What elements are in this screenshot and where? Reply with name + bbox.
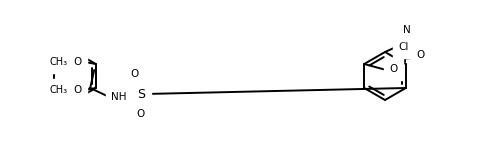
Text: CH₃: CH₃	[50, 57, 68, 67]
Text: CH₃: CH₃	[50, 85, 68, 95]
Text: Cl: Cl	[399, 42, 409, 52]
Text: O: O	[136, 109, 144, 119]
Text: O: O	[416, 50, 425, 60]
Text: O: O	[74, 85, 82, 95]
Text: O: O	[130, 69, 138, 79]
Text: S: S	[137, 88, 145, 100]
Text: N: N	[403, 25, 411, 35]
Text: O: O	[389, 64, 398, 74]
Text: NH: NH	[111, 92, 127, 102]
Text: O: O	[74, 57, 82, 67]
